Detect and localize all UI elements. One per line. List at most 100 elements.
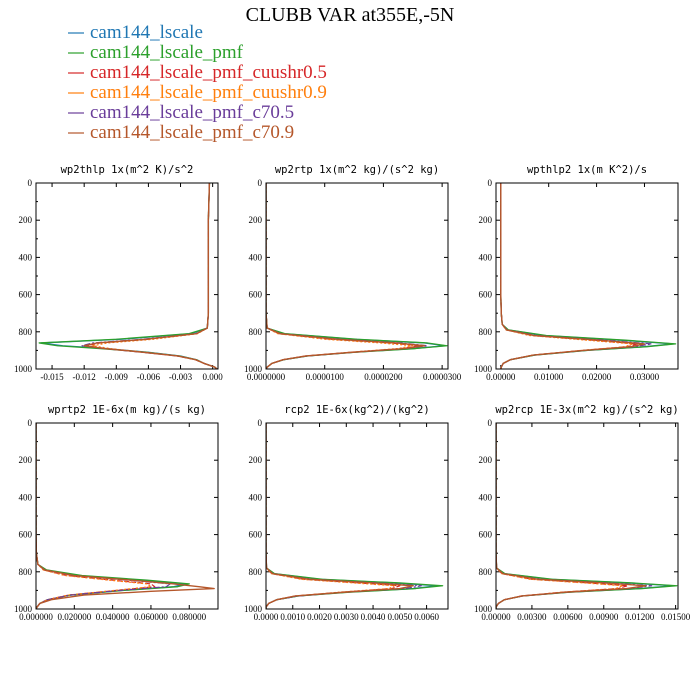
x-tick-label: 0.0050 [387, 612, 412, 622]
y-tick-label: 200 [19, 455, 33, 465]
legend-label: cam144_lscale_pmf_cuushr0.9 [90, 82, 327, 103]
y-tick-label: 1000 [14, 604, 33, 614]
y-tick-label: 0 [488, 178, 493, 188]
y-tick-label: 800 [479, 567, 493, 577]
x-tick-label: 0.00600 [553, 612, 583, 622]
x-tick-label: 0.00000 [486, 372, 516, 382]
series-line [500, 183, 677, 369]
y-tick-label: 200 [19, 215, 33, 225]
x-tick-label: 0.03000 [630, 372, 660, 382]
series-group [36, 423, 215, 609]
y-tick-label: 1000 [474, 364, 493, 374]
chart-panel: wp2rcp 1E-3x(m^2 kg)/(s^2 kg)0 200 400 600 8… [474, 404, 691, 622]
legend-entry: cam144_lscale_pmf_c70.9 [68, 122, 294, 143]
x-tick-label: -0.015 [40, 372, 64, 382]
series-line [500, 183, 646, 369]
y-tick-label: 800 [479, 327, 493, 337]
x-tick-label: 0.0000000 [247, 372, 286, 382]
series-group [266, 423, 444, 609]
x-tick-label: 0.000000 [19, 612, 53, 622]
series-line [36, 423, 215, 609]
y-tick-label: 200 [249, 215, 263, 225]
x-tick-label: 0.0020 [307, 612, 332, 622]
chart-panel: wp2rtp 1x(m^2 kg)/(s^2 kg) 0 200 400 600 800 1… [244, 164, 462, 382]
chart-panel: wp2thlp 1x(m^2 K)/s^2 0 200 400 600 800 1000 -0… [14, 164, 223, 382]
plot-frame [35, 422, 219, 610]
y-tick-label: 0 [258, 418, 263, 428]
y-tick-label: 0 [28, 178, 33, 188]
y-tick-label: 400 [479, 252, 493, 262]
y-tick-label: 400 [249, 252, 263, 262]
chart-panel: wprtp2 1E-6x(m kg)/(s kg) 0 200 400 600 800 10… [14, 404, 219, 622]
panel-title: wpthlp2 1x(m K^2)/s [527, 164, 647, 176]
figure-title: CLUBB VAR at355E,-5N [246, 4, 455, 26]
y-tick-label: 400 [249, 492, 263, 502]
y-tick-label: 600 [19, 290, 33, 300]
legend-label: cam144_lscale_pmf [90, 42, 244, 63]
y-tick-label: 1000 [244, 364, 263, 374]
y-tick-label: 400 [19, 492, 33, 502]
plot-frame [495, 422, 679, 610]
y-tick-label: 400 [19, 252, 33, 262]
x-tick-label: 0.00900 [589, 612, 619, 622]
y-tick-label: 600 [19, 530, 33, 540]
series-line [266, 423, 414, 609]
series-line [266, 183, 426, 369]
x-tick-label: 0.01500 [661, 612, 691, 622]
y-tick-label: 800 [19, 327, 33, 337]
x-tick-label: 0.0030 [334, 612, 359, 622]
legend-label: cam144_lscale [90, 22, 203, 43]
y-tick-label: 1000 [14, 364, 33, 374]
panel-title: wp2thlp 1x(m^2 K)/s^2 [61, 164, 194, 176]
plot-frame [265, 422, 449, 610]
legend: cam144_lscalecam144_lscale_pmfcam144_lsc… [68, 22, 327, 143]
x-tick-label: 0.060000 [134, 612, 168, 622]
legend-entry: cam144_lscale_pmf [68, 42, 244, 63]
legend-label: cam144_lscale_pmf_cuushr0.5 [90, 62, 327, 83]
series-line [266, 423, 396, 609]
series-line [36, 423, 156, 609]
y-tick-label: 800 [249, 567, 263, 577]
legend-entry: cam144_lscale_pmf_cuushr0.5 [68, 62, 327, 83]
x-tick-label: -0.009 [105, 372, 129, 382]
x-tick-label: 0.01000 [534, 372, 564, 382]
x-tick-label: -0.006 [137, 372, 161, 382]
x-tick-label: 0.0060 [414, 612, 439, 622]
x-tick-label: 0.0000100 [306, 372, 345, 382]
x-tick-label: 0.0000200 [364, 372, 403, 382]
legend-entry: cam144_lscale [68, 22, 203, 43]
y-tick-label: 600 [249, 290, 263, 300]
panel-title: wprtp2 1E-6x(m kg)/(s kg) [48, 404, 206, 416]
series-line [496, 423, 678, 609]
chart-panel: rcp2 1E-6x(kg^2)/(kg^2) 0 200 400 600 800 1000… [244, 404, 449, 622]
x-tick-label: 0.0040 [361, 612, 386, 622]
y-tick-label: 200 [479, 215, 493, 225]
chart-panels: wp2thlp 1x(m^2 K)/s^2 0 200 400 600 800 1000 -0… [14, 164, 691, 622]
panel-title: rcp2 1E-6x(kg^2)/(kg^2) [284, 404, 429, 416]
x-tick-label: 0.0000 [254, 612, 279, 622]
panel-title: wp2rcp 1E-3x(m^2 kg)/(s^2 kg) [495, 404, 678, 416]
series-group [500, 183, 677, 369]
legend-label: cam144_lscale_pmf_c70.5 [90, 102, 294, 123]
series-group [38, 183, 218, 369]
x-tick-label: -0.003 [169, 372, 193, 382]
x-tick-label: 0.02000 [582, 372, 612, 382]
y-tick-label: 600 [249, 530, 263, 540]
legend-label: cam144_lscale_pmf_c70.9 [90, 122, 294, 143]
y-tick-label: 600 [479, 530, 493, 540]
y-tick-label: 0 [488, 418, 493, 428]
y-tick-label: 600 [479, 290, 493, 300]
series-line [500, 183, 674, 369]
x-tick-label: 0.00000 [481, 612, 511, 622]
panel-title: wp2rtp 1x(m^2 kg)/(s^2 kg) [275, 164, 439, 176]
legend-entry: cam144_lscale_pmf_cuushr0.9 [68, 82, 327, 103]
series-group [496, 423, 678, 609]
plot-frame [265, 182, 449, 370]
y-tick-label: 800 [19, 567, 33, 577]
y-tick-label: 800 [249, 327, 263, 337]
series-line [36, 423, 190, 609]
plot-frame [495, 182, 679, 370]
series-line [496, 423, 647, 609]
x-tick-label: 0.0000300 [423, 372, 462, 382]
